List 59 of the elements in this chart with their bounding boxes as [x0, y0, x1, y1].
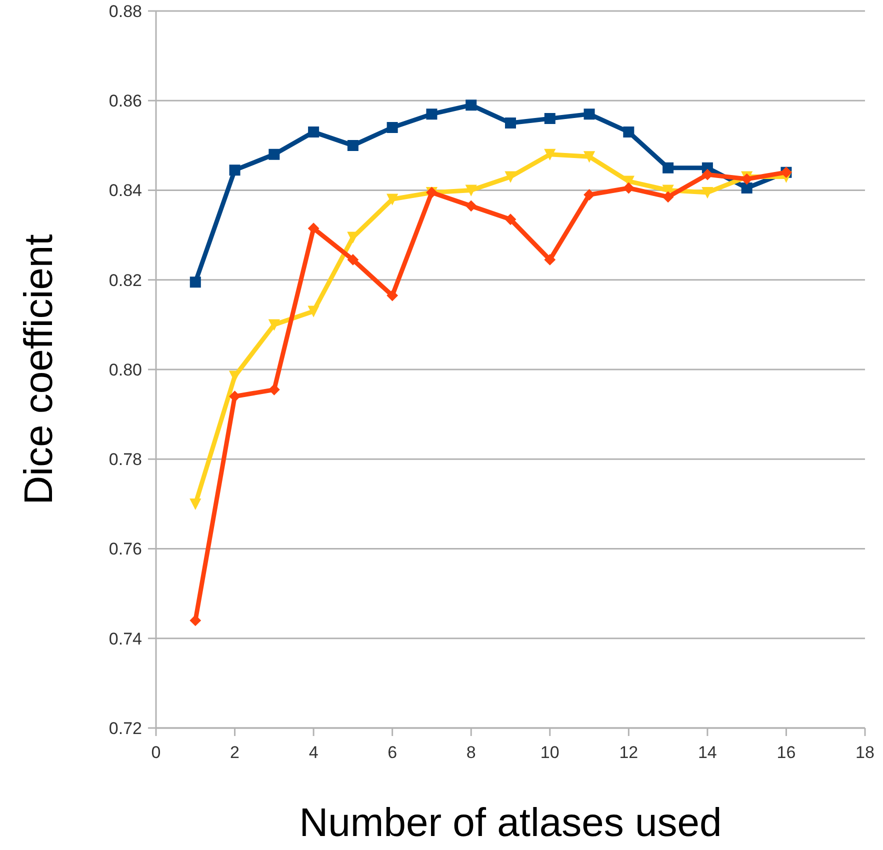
point	[662, 162, 674, 174]
point	[386, 122, 398, 134]
point	[466, 200, 477, 212]
point	[505, 171, 516, 182]
x-tick-label: 18	[856, 743, 874, 762]
point	[505, 214, 516, 225]
y-tick-label: 0.84	[108, 181, 142, 200]
x-tick-label: 12	[619, 743, 638, 762]
point	[308, 222, 320, 234]
point	[544, 148, 556, 160]
x-tick-label: 4	[308, 743, 318, 762]
point	[623, 182, 634, 194]
point	[466, 100, 477, 111]
point	[741, 174, 752, 185]
y-tick-label: 0.78	[108, 450, 142, 470]
point	[386, 194, 398, 205]
point	[190, 614, 201, 626]
y-tick-label: 0.74	[108, 629, 142, 648]
point	[544, 254, 556, 266]
x-tick-label: 16	[776, 743, 796, 762]
point	[505, 118, 516, 129]
y-tick-label: 0.76	[108, 540, 142, 559]
point	[662, 191, 674, 202]
point	[268, 319, 280, 330]
point	[702, 169, 713, 180]
point	[426, 108, 438, 120]
point	[190, 276, 201, 288]
x-tick-label: 10	[540, 743, 560, 762]
y-tick-label: 0.72	[108, 718, 142, 738]
y-tick-label: 0.86	[108, 92, 142, 111]
point	[623, 126, 634, 138]
x-tick-label: 6	[388, 743, 398, 762]
point	[308, 306, 320, 317]
point	[702, 186, 713, 198]
point	[347, 254, 358, 266]
point	[584, 151, 595, 162]
point	[466, 184, 477, 196]
y-axis-title: Dice coefficient	[17, 234, 61, 505]
y-tick-label: 0.80	[108, 360, 142, 380]
y-tick-label: 0.88	[108, 2, 142, 21]
point	[741, 182, 752, 194]
point	[190, 498, 201, 510]
x-tick-label: 14	[698, 743, 717, 762]
point	[584, 108, 595, 120]
point	[308, 126, 320, 138]
x-tick-label: 8	[466, 743, 476, 762]
point	[268, 384, 280, 396]
x-tick-label: 0	[151, 743, 161, 762]
x-tick-label: 2	[230, 743, 240, 762]
y-tick-label: 0.82	[108, 270, 142, 290]
point	[229, 164, 240, 176]
point	[229, 390, 240, 402]
point	[584, 189, 595, 200]
point	[268, 148, 280, 160]
point	[347, 140, 358, 151]
x-axis-title: Number of atlases used	[299, 801, 722, 845]
point	[229, 370, 240, 382]
point	[386, 290, 398, 302]
point	[544, 113, 556, 124]
